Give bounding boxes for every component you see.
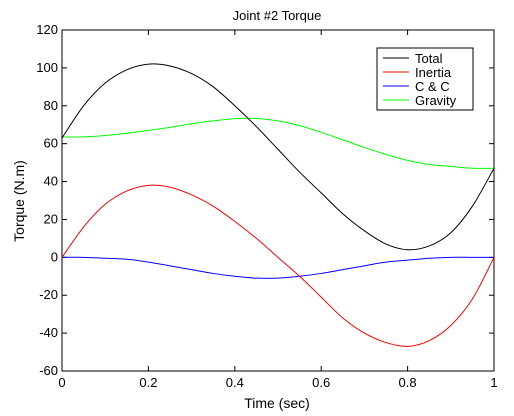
x-tick-label: 0.8 [399, 375, 417, 390]
y-tick-label: -40 [39, 325, 58, 340]
x-tick-label: 1 [490, 375, 497, 390]
x-tick-label: 0.2 [139, 375, 157, 390]
y-tick-label: 80 [44, 98, 58, 113]
legend-label-total: Total [415, 51, 443, 66]
series-line-gravity [61, 117, 495, 169]
x-tick-label: 0 [58, 375, 65, 390]
series-line-total [61, 63, 495, 251]
y-tick-label: 100 [36, 60, 58, 75]
chart-title: Joint #2 Torque [233, 8, 322, 23]
series-line-inertia [61, 184, 495, 347]
y-tick-label: 20 [44, 211, 58, 226]
legend-label-c-c: C & C [415, 79, 450, 94]
x-axis-label: Time (sec) [244, 395, 310, 411]
y-tick-label: -60 [39, 363, 58, 378]
x-tick-label: 0.6 [312, 375, 330, 390]
y-tick-label: -20 [39, 287, 58, 302]
y-tick-label: 60 [44, 136, 58, 151]
y-tick-label: 0 [51, 249, 58, 264]
y-tick-label: 120 [36, 22, 58, 37]
series-line-c-c [61, 256, 494, 279]
x-tick-label: 0.4 [226, 375, 244, 390]
legend-label-inertia: Inertia [415, 65, 452, 80]
y-axis-label: Torque (N.m) [11, 160, 27, 242]
legend-label-gravity: Gravity [415, 93, 457, 108]
y-tick-label: 40 [44, 174, 58, 189]
